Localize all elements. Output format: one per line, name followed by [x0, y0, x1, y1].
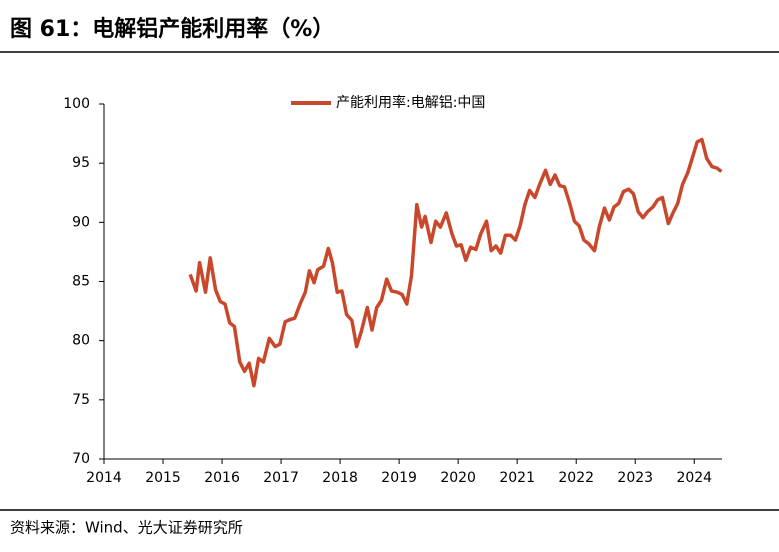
x-tick-label: 2015 [145, 470, 181, 486]
x-tick-label: 2014 [86, 470, 122, 486]
x-tick-label: 2024 [676, 470, 712, 486]
y-tick-label: 90 [72, 214, 90, 230]
y-tick-label: 85 [72, 274, 90, 290]
x-tick-label: 2020 [440, 470, 476, 486]
x-tick-label: 2019 [381, 470, 417, 486]
x-tick-label: 2017 [263, 470, 299, 486]
data-line [188, 137, 723, 388]
y-tick-label: 95 [72, 155, 90, 171]
legend-label: 产能利用率:电解铝:中国 [336, 94, 485, 111]
y-tick-label: 70 [72, 451, 90, 467]
x-tick-label: 2022 [558, 470, 594, 486]
x-tick-label: 2021 [499, 470, 535, 486]
y-tick-label: 75 [72, 392, 90, 408]
y-tick-label: 100 [63, 96, 90, 112]
x-tick-label: 2023 [617, 470, 653, 486]
x-tick-label: 2018 [322, 470, 358, 486]
source-note: 资料来源：Wind、光大证券研究所 [10, 519, 243, 537]
x-tick-label: 2016 [204, 470, 240, 486]
chart-title: 图 61：电解铝产能利用率（%） [10, 16, 334, 42]
y-tick-label: 80 [72, 333, 90, 349]
